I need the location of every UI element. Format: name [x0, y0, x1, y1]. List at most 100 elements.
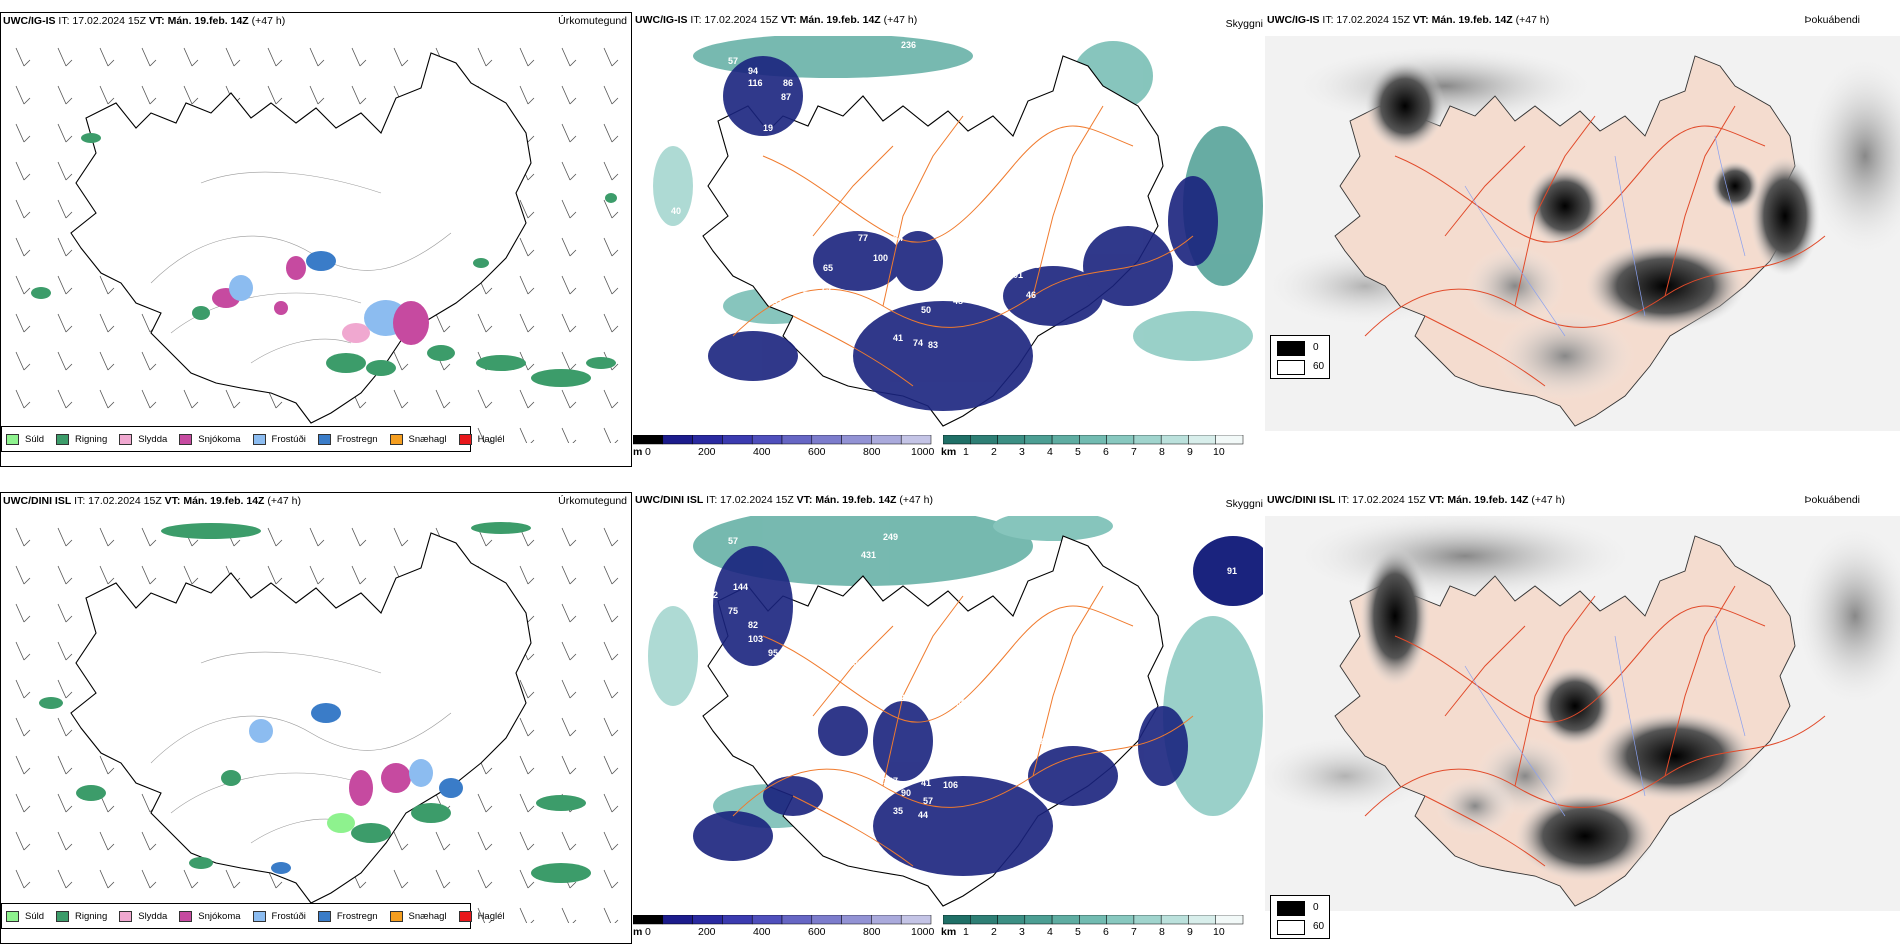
wind-barb — [561, 161, 577, 181]
legend-item-snow: Snjókoma — [179, 433, 241, 445]
value-label: 89 — [1068, 230, 1078, 240]
tick-label: 1000 — [911, 926, 935, 938]
colorbar-segment — [662, 435, 693, 445]
wind-barb — [15, 313, 31, 333]
swatch — [179, 433, 193, 445]
wind-barb — [603, 907, 619, 923]
wind-barb — [561, 85, 577, 105]
colorbar-unit: m — [633, 926, 643, 938]
run-time: IT: 17.02.2024 15Z — [1322, 14, 1410, 26]
value-label: 59 — [788, 746, 798, 756]
colorbar-unit: km — [941, 446, 957, 458]
wind-barb — [57, 123, 73, 143]
legend-label: Súld — [25, 433, 45, 445]
swatch — [179, 910, 193, 922]
iceland-outline — [70, 532, 532, 904]
tick-label: 10 — [1213, 926, 1225, 938]
value-label: 148 — [993, 704, 1008, 714]
wind-barb — [225, 389, 241, 409]
value-label: 91 — [1227, 566, 1237, 576]
wind-barb — [99, 47, 115, 67]
value-label: 149 — [888, 298, 903, 308]
rivers — [1464, 615, 1746, 817]
value-label: 151 — [988, 243, 1003, 253]
legend-label: Snjókoma — [198, 433, 241, 445]
model-name: UWC/DINI ISL — [3, 495, 72, 507]
wind-barb — [57, 717, 73, 737]
wind-barb — [519, 869, 535, 889]
row1-mid-header: UWC/IG-IS IT: 17.02.2024 15Z VT: Mán. 19… — [635, 14, 917, 26]
legend-item-snow-pellets: Snæhagl — [389, 433, 447, 445]
wind-barb — [603, 199, 619, 219]
colorbar-segment — [871, 435, 902, 445]
wind-barb — [141, 351, 157, 371]
wind-barb — [519, 565, 535, 585]
wind-barb — [57, 755, 73, 775]
value-label: 97 — [1105, 698, 1115, 708]
tick-label: 9 — [1187, 926, 1193, 938]
row2-right-header: UWC/DINI ISL IT: 17.02.2024 15Z VT: Mán.… — [1267, 494, 1565, 506]
value-label: 47 — [978, 276, 988, 286]
wind-barb — [15, 527, 31, 547]
low-visibility-areas — [693, 546, 1188, 876]
value-label: 93 — [1111, 728, 1121, 738]
wind-barb — [57, 527, 73, 547]
row2-mid-header: UWC/DINI ISL IT: 17.02.2024 15Z VT: Mán.… — [635, 494, 933, 506]
wind-barb — [435, 313, 451, 333]
wind-barb — [351, 85, 367, 105]
wind-barb — [519, 389, 535, 409]
wind-barb — [141, 85, 157, 105]
value-label: 64 — [943, 278, 953, 288]
wind-barb — [99, 313, 115, 333]
wind-barb — [393, 527, 409, 547]
colorbar-segment — [692, 915, 723, 925]
value-label: 90 — [901, 788, 911, 798]
tick-label: 10 — [1213, 446, 1225, 458]
legend-label: Rigning — [75, 910, 108, 922]
colorbar-segment — [811, 915, 842, 925]
value-label: 127 — [883, 776, 898, 786]
value-label: 83 — [928, 340, 938, 350]
value-label: 95 — [768, 648, 778, 658]
wind-barb — [15, 869, 31, 889]
wind-barb — [561, 237, 577, 257]
value-label: 219 — [943, 202, 958, 212]
iceland-outline — [70, 52, 532, 424]
wind-barb — [15, 389, 31, 409]
value-label: 77 — [858, 233, 868, 243]
legend-item-freezing-drizzle: Frostúði — [252, 433, 306, 445]
colorbar-segment — [722, 915, 753, 925]
value-label: 75 — [1003, 732, 1013, 742]
colorbar-unit: m — [633, 446, 643, 458]
fog-map — [1265, 36, 1900, 431]
row2-precip-type-panel: UWC/DINI ISL IT: 17.02.2024 15Z VT: Mán.… — [0, 492, 632, 944]
valid-time: Mán. 19.feb. 14Z — [799, 14, 881, 26]
row1-precip-type-panel: UWC/IG-IS IT: 17.02.2024 15Z VT: Mán. 19… — [0, 12, 632, 467]
legend-label: Haglél — [477, 433, 505, 445]
colorbar-km-ticks: km 1 2 3 4 5 6 7 8 9 10 — [941, 926, 1261, 938]
colorbar-segment — [841, 915, 872, 925]
wind-barb — [603, 755, 619, 775]
fog-areas — [1360, 546, 1755, 881]
wind-barb — [561, 755, 577, 775]
tick-label: 8 — [1159, 926, 1165, 938]
wind-barb — [15, 85, 31, 105]
value-label: 92 — [1103, 218, 1113, 228]
colorbar-segment — [1160, 435, 1189, 445]
wind-barb — [477, 427, 493, 443]
wind-barb — [183, 869, 199, 889]
colorbar-segment — [997, 435, 1026, 445]
wind-barb — [393, 869, 409, 889]
wind-barb — [15, 603, 31, 623]
wind-barb — [57, 351, 73, 371]
swatch — [252, 433, 266, 445]
tick-label: 4 — [1047, 926, 1053, 938]
value-label: 65 — [823, 263, 833, 273]
wind-barb — [15, 237, 31, 257]
value-label: 72 — [708, 590, 718, 600]
value-label: 57 — [923, 796, 933, 806]
colorbar-segment — [900, 915, 932, 925]
value-label: 106 — [943, 780, 958, 790]
wind-barb — [603, 123, 619, 143]
swatch — [389, 910, 403, 922]
